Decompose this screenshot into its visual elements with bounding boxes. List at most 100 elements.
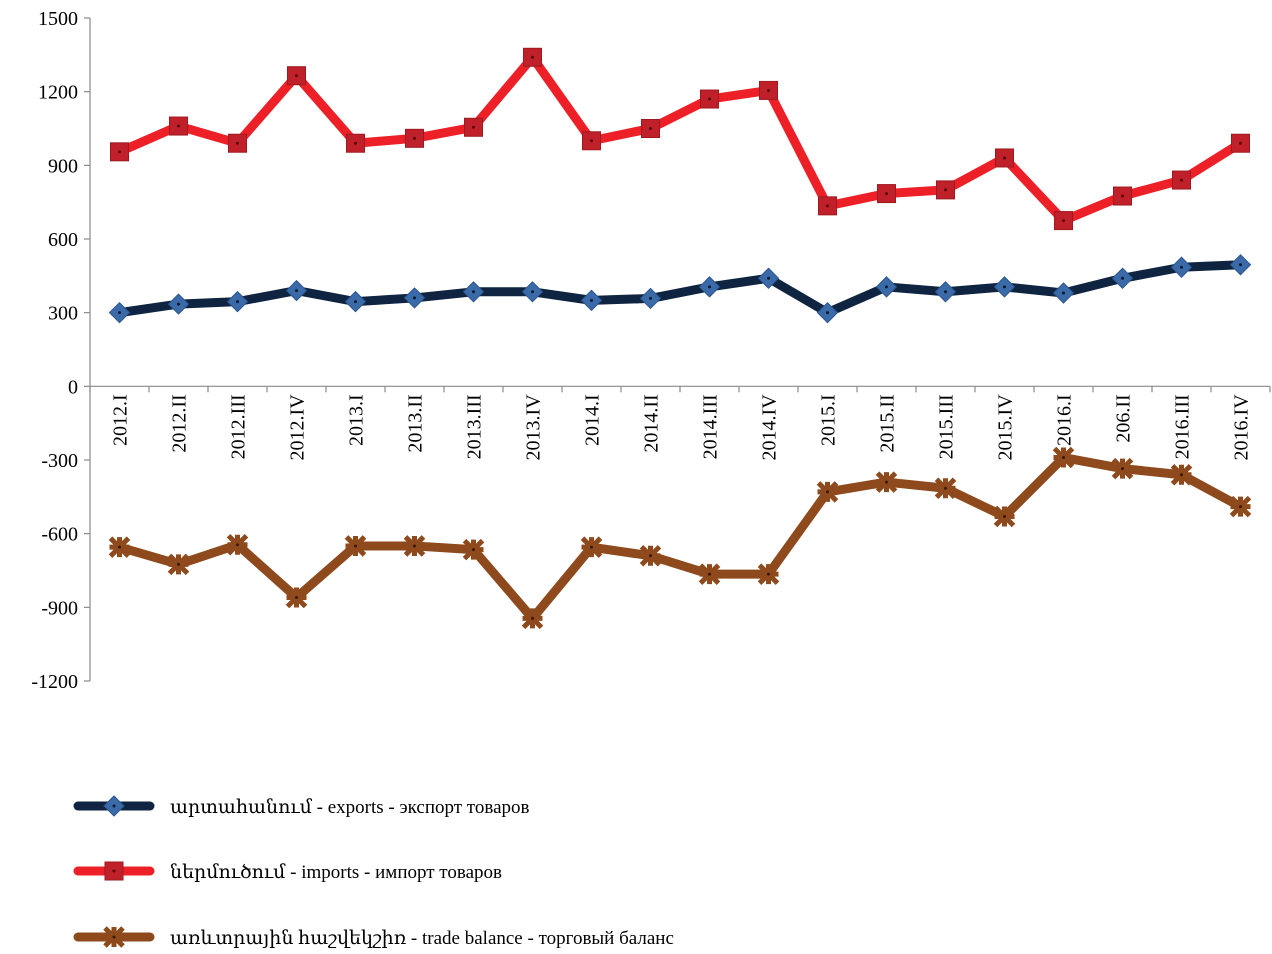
x-tick-label: 2012.I [110, 394, 132, 446]
legend-marker-dot [112, 935, 116, 939]
data-point-dot [1062, 291, 1065, 295]
series-line-2 [115, 453, 1245, 623]
data-point-dot [177, 562, 180, 566]
x-tick-label: 2016.I [1054, 394, 1076, 446]
data-point-dot [1121, 467, 1124, 471]
data-point-dot [1239, 141, 1242, 145]
legend-item-1: ներմուծում - imports - импорт товаров [73, 861, 502, 883]
y-tick-label: 1500 [38, 8, 78, 30]
data-point-dot [236, 300, 239, 304]
data-point-dot [590, 545, 593, 549]
data-point-dot [590, 298, 593, 302]
data-point-dot [944, 188, 947, 192]
series-0 [108, 254, 1252, 324]
series-layer [108, 47, 1252, 630]
data-point-dot [1003, 514, 1006, 518]
legend-marker-dot [112, 869, 116, 873]
data-point-dot [826, 490, 829, 494]
data-point-dot [413, 136, 416, 140]
data-point-dot [826, 311, 829, 315]
data-point-dot [118, 545, 121, 549]
x-tick-label: 2016.III [1172, 394, 1194, 459]
y-tick-label: -600 [41, 524, 78, 546]
data-point-dot [1239, 263, 1242, 267]
data-point-dot [531, 616, 534, 620]
data-point-dot [1180, 178, 1183, 182]
data-point-dot [118, 311, 121, 315]
data-point-dot [1121, 276, 1124, 280]
x-tick-label: 2014.I [582, 394, 604, 446]
x-tick-label: 2012.III [228, 394, 250, 459]
data-point-dot [944, 486, 947, 490]
data-point-dot [295, 74, 298, 78]
data-point-dot [885, 480, 888, 484]
x-tick-label: 2015.II [877, 394, 899, 452]
data-point-dot [885, 192, 888, 196]
x-tick-label: 2013.IV [523, 394, 545, 461]
data-point-dot [649, 296, 652, 300]
series-2 [108, 446, 1252, 630]
data-point-dot [354, 544, 357, 548]
data-point-dot [236, 141, 239, 145]
data-point-dot [413, 544, 416, 548]
data-point-dot [413, 296, 416, 300]
data-point-dot [472, 125, 475, 129]
y-tick-label: 1200 [38, 82, 78, 104]
data-point-dot [354, 300, 357, 304]
data-point-dot [944, 290, 947, 294]
x-tick-label: 2014.IV [759, 394, 781, 461]
data-point-dot [531, 290, 534, 294]
data-point-dot [236, 543, 239, 547]
x-tick-label: 2014.III [700, 394, 722, 459]
data-point-dot [472, 548, 475, 552]
data-point-dot [1180, 265, 1183, 269]
y-tick-label: -1200 [31, 671, 78, 693]
legend-marker-dot [112, 804, 116, 808]
data-point-dot [472, 290, 475, 294]
data-point-dot [1121, 194, 1124, 198]
y-tick-label: 600 [48, 229, 78, 251]
y-tick-label: 900 [48, 155, 78, 177]
data-point-dot [885, 285, 888, 289]
data-point-dot [649, 127, 652, 130]
series-line-0 [115, 260, 1245, 318]
x-tick-label: 2013.II [405, 394, 427, 452]
data-point-dot [649, 554, 652, 558]
legend-label: ներմուծում - imports - импорт товаров [170, 862, 502, 883]
x-tick-label: 2012.II [169, 394, 191, 452]
data-point-dot [590, 139, 593, 143]
data-point-dot [177, 124, 180, 128]
data-point-dot [826, 204, 829, 208]
data-point-dot [1239, 505, 1242, 509]
y-tick-label: -900 [41, 597, 78, 619]
x-tick-label: 2014.II [641, 394, 663, 452]
x-tick-label: 2013.III [464, 394, 486, 459]
x-tick-label: 2016.IV [1231, 394, 1253, 461]
x-tick-label: 2015.IV [995, 394, 1017, 461]
y-tick-label: -300 [41, 450, 78, 472]
x-tick-label: 206.II [1113, 394, 1135, 442]
x-tick-label: 2015.I [818, 394, 840, 446]
data-point-dot [354, 141, 357, 145]
x-tick-label: 2012.IV [287, 394, 309, 461]
axes: 1500 1200 900 600 300 0 -300 -600 -900 -1200 2012.… [31, 8, 1271, 693]
series-1 [110, 47, 1250, 231]
data-point-dot [1062, 456, 1065, 460]
data-point-dot [531, 55, 534, 59]
data-point-dot [708, 572, 711, 576]
data-point-dot [1062, 219, 1065, 223]
legend-item-0: արտահանում - exports - экспорт товаров [73, 795, 529, 818]
data-point-dot [1003, 285, 1006, 289]
series-line-1 [115, 52, 1245, 226]
legend-label: առևտրային հաշվեկշիռ - trade balance - то… [170, 928, 674, 949]
legend-label: արտահանում - exports - экспорт товаров [170, 797, 529, 818]
legend: արտահանում - exports - экспорт товаров նե… [73, 795, 674, 949]
x-tick-label: 2013.I [346, 394, 368, 446]
data-point-dot [767, 572, 770, 576]
y-tick-label: 0 [68, 376, 78, 398]
data-point-dot [708, 285, 711, 289]
data-point-dot [1003, 156, 1006, 160]
data-point-dot [295, 289, 298, 293]
data-point-dot [118, 150, 121, 154]
